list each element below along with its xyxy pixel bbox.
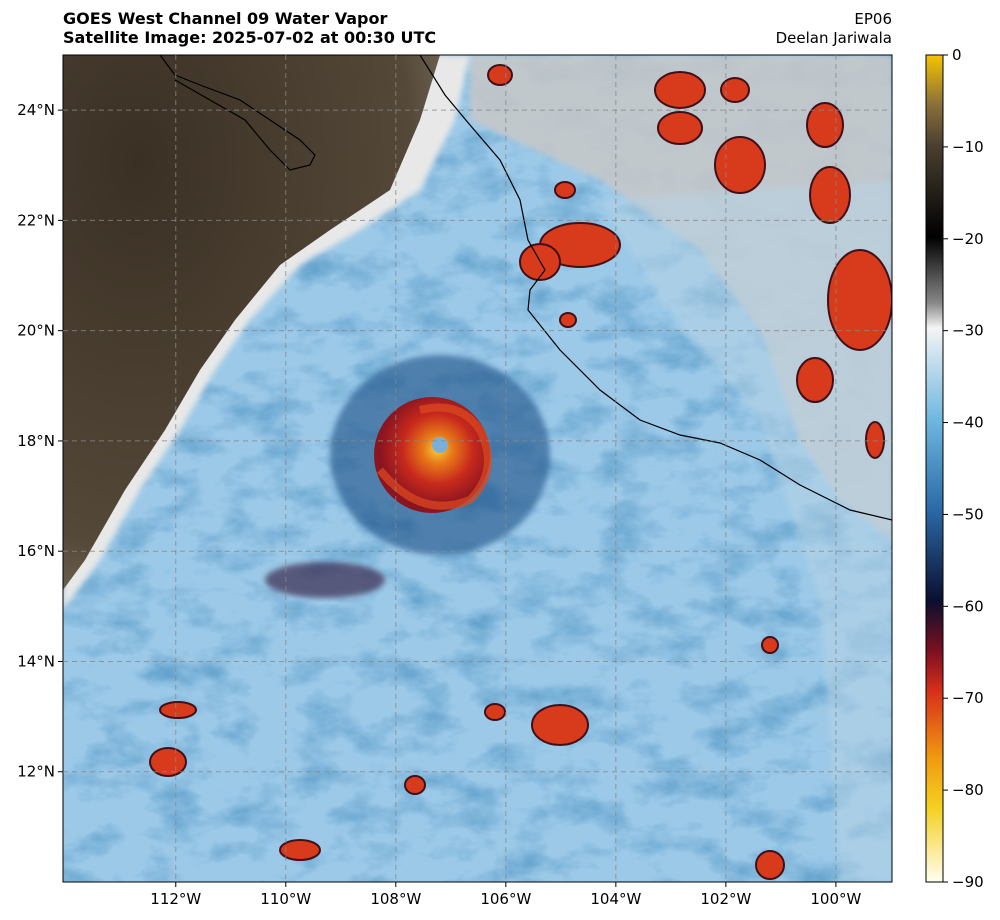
satellite-image (63, 55, 892, 882)
y-tick-label: 18°N (17, 432, 55, 450)
colorbar-tick-label: −90 (952, 873, 984, 891)
y-tick-label: 22°N (17, 211, 55, 229)
y-tick-label: 16°N (17, 542, 55, 560)
author: Deelan Jariwala (776, 29, 892, 47)
colorbar-tick-label: −30 (952, 322, 984, 340)
y-tick-label: 12°N (17, 763, 55, 781)
colorbar (925, 54, 944, 883)
colorbar-tick-label: −70 (952, 689, 984, 707)
y-tick-label: 20°N (17, 322, 55, 340)
title: GOES West Channel 09 Water Vapor (63, 9, 387, 28)
colorbar-tick-label: −20 (952, 230, 984, 248)
colorbar-tick-label: −80 (952, 781, 984, 799)
colorbar-tick-label: 0 (952, 46, 962, 64)
x-tick-label: 106°W (480, 890, 531, 908)
colorbar-tick-label: −50 (952, 505, 984, 523)
x-tick-label: 112°W (150, 890, 201, 908)
axes-frame (62, 54, 893, 883)
subtitle: Satellite Image: 2025-07-02 at 00:30 UTC (63, 28, 436, 47)
colorbar-tick-label: −10 (952, 138, 984, 156)
x-tick-label: 100°W (810, 890, 861, 908)
x-tick-label: 102°W (700, 890, 751, 908)
y-tick-label: 14°N (17, 652, 55, 670)
x-tick-label: 108°W (370, 890, 421, 908)
colorbar-tick-label: −40 (952, 414, 984, 432)
colorbar-tick-label: −60 (952, 597, 984, 615)
y-tick-label: 24°N (17, 101, 55, 119)
x-tick-label: 110°W (260, 890, 311, 908)
storm-id: EP06 (854, 10, 892, 28)
x-tick-label: 104°W (590, 890, 641, 908)
